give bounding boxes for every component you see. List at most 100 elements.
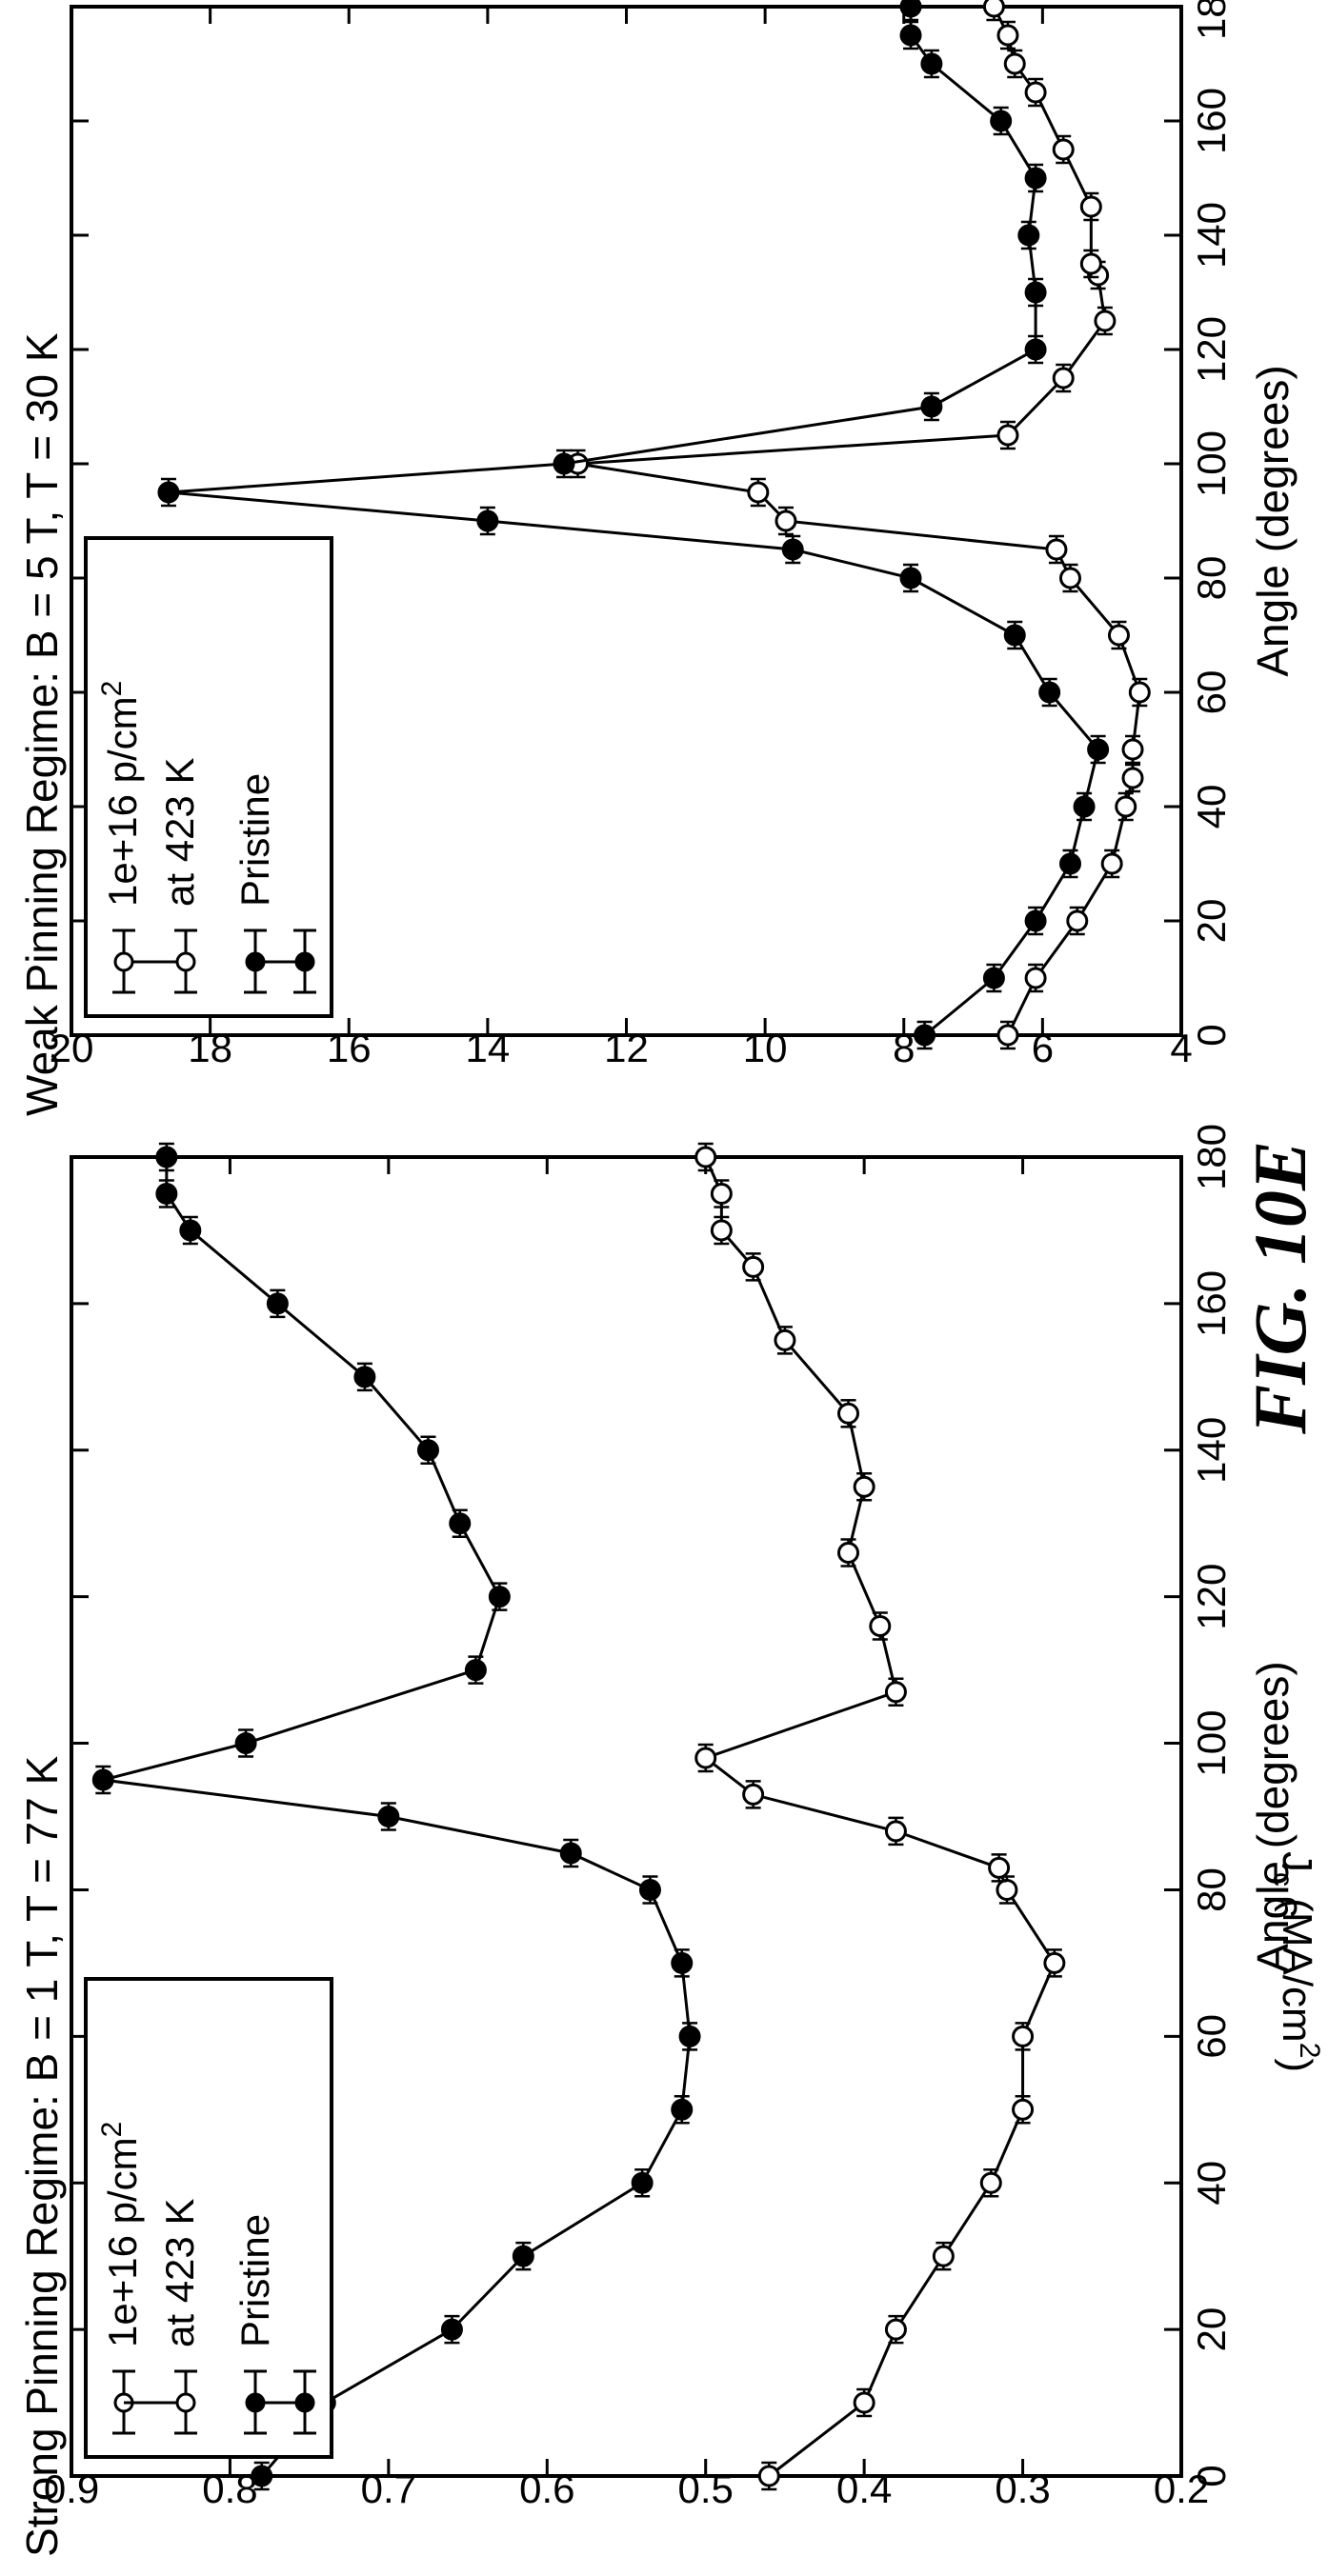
data-point	[1059, 852, 1081, 875]
data-point	[884, 2318, 907, 2341]
x-tick-label: 160	[1189, 88, 1234, 154]
x-tick-label: 120	[1189, 316, 1234, 383]
legend-box	[84, 536, 333, 1018]
data-point	[631, 2171, 654, 2194]
data-point	[996, 1878, 1018, 1901]
x-tick-label: 0	[1189, 1024, 1234, 1046]
chart-title: Weak Pinning Regime: B = 5 T, T = 30 K	[17, 332, 67, 1116]
data-point	[1087, 738, 1110, 761]
data-point	[853, 1475, 875, 1498]
plot-frame	[70, 1155, 1183, 2478]
data-point	[464, 1659, 487, 1682]
x-axis-label: Angle (degrees)	[1248, 1661, 1298, 1972]
data-point	[996, 424, 1019, 447]
data-point	[710, 1219, 733, 1242]
y-tick-label: 0.9	[44, 2466, 99, 2511]
data-point	[1115, 795, 1137, 818]
data-point	[1043, 1951, 1066, 1974]
data-point	[1017, 224, 1040, 247]
figure-label: FIG. 10E	[1238, 1141, 1321, 1435]
series-line	[577, 6, 1141, 1036]
y-tick-label: 0.4	[836, 2466, 892, 2511]
y-tick-label: 0.6	[519, 2466, 574, 2511]
data-point	[990, 110, 1013, 132]
legend-swatch-open	[112, 929, 197, 994]
legend-swatch-filled	[244, 2369, 316, 2435]
x-tick-label: 140	[1189, 1417, 1234, 1484]
y-tick-label: 18	[188, 1026, 232, 1070]
data-point	[1024, 81, 1047, 104]
data-point	[1024, 281, 1047, 304]
data-point	[837, 1542, 859, 1564]
data-point	[1038, 681, 1061, 704]
data-point	[742, 1783, 765, 1806]
data-point	[1012, 2025, 1035, 2047]
data-point	[988, 1856, 1011, 1879]
data-point	[1059, 567, 1081, 589]
data-point	[920, 395, 943, 418]
data-point	[742, 1255, 765, 1278]
data-point	[914, 1024, 936, 1047]
series-line	[102, 1157, 692, 2477]
data-point	[251, 2465, 273, 2487]
data-point	[553, 452, 575, 475]
data-point	[1066, 909, 1089, 932]
data-point	[155, 1182, 178, 1205]
x-tick-label: 80	[1189, 1867, 1234, 1912]
data-point	[377, 1806, 400, 1827]
x-tick-label: 160	[1189, 1270, 1234, 1337]
data-point	[1012, 2098, 1035, 2121]
data-point	[1094, 310, 1117, 332]
y-tick-label: 14	[466, 1026, 511, 1070]
data-point	[671, 1951, 694, 1974]
x-axis-ticks: 0 20 40 60 80 100 120 140 160 180	[71, 0, 1234, 1047]
legend: 1e+16 p/cm2 at 423 K Pristine	[84, 1977, 333, 2459]
data-point	[899, 24, 922, 47]
x-tick-label: 20	[1189, 2307, 1234, 2352]
data-point	[559, 1842, 582, 1865]
data-point	[1121, 767, 1144, 789]
y-tick-label: 4	[1170, 1026, 1192, 1070]
data-point	[996, 1024, 1019, 1047]
x-tick-label: 20	[1189, 899, 1234, 944]
legend-label-irradiated-line2: at 423 K	[157, 758, 202, 907]
data-point	[1079, 252, 1102, 275]
legend-label-pristine: Pristine	[232, 2214, 277, 2347]
data-point	[1024, 909, 1047, 932]
y-tick-label: 0.3	[995, 2466, 1050, 2511]
data-point	[638, 1878, 661, 1901]
chart-title: Strong Pinning Regime: B = 1 T, T = 77 K	[17, 1755, 67, 2557]
data-point	[179, 1219, 202, 1242]
data-point	[353, 1366, 376, 1388]
data-point	[440, 2318, 463, 2341]
data-point	[1100, 852, 1123, 875]
data-point	[476, 509, 499, 532]
data-point	[774, 1328, 796, 1351]
series-layer	[157, 0, 1151, 1050]
x-tick-label: 180	[1189, 0, 1234, 40]
data-point	[678, 2025, 701, 2047]
legend-marker	[113, 951, 134, 972]
x-tick-label: 120	[1189, 1564, 1234, 1630]
x-tick-label: 100	[1189, 1710, 1234, 1777]
series-layer	[91, 1142, 1066, 2491]
data-point	[449, 1512, 472, 1535]
legend-marker	[175, 951, 196, 972]
data-point	[899, 567, 922, 589]
y-tick-label: 20	[50, 1026, 94, 1070]
data-point	[1024, 167, 1047, 190]
x-tick-label: 0	[1189, 2465, 1234, 2486]
x-tick-label: 180	[1189, 1124, 1234, 1190]
y-tick-label: 8	[893, 1026, 915, 1070]
data-point	[157, 481, 180, 504]
data-point	[837, 1402, 859, 1425]
legend-label-irradiated: 1e+16 p/cm2	[96, 2122, 145, 2347]
data-point	[869, 1614, 892, 1637]
data-point	[1003, 624, 1026, 647]
data-point	[710, 1182, 733, 1205]
data-point	[781, 538, 804, 561]
x-tick-label: 100	[1189, 430, 1234, 497]
y-axis-label: Jc (MA/cm2)	[1267, 1851, 1325, 2072]
data-point	[996, 24, 1019, 47]
